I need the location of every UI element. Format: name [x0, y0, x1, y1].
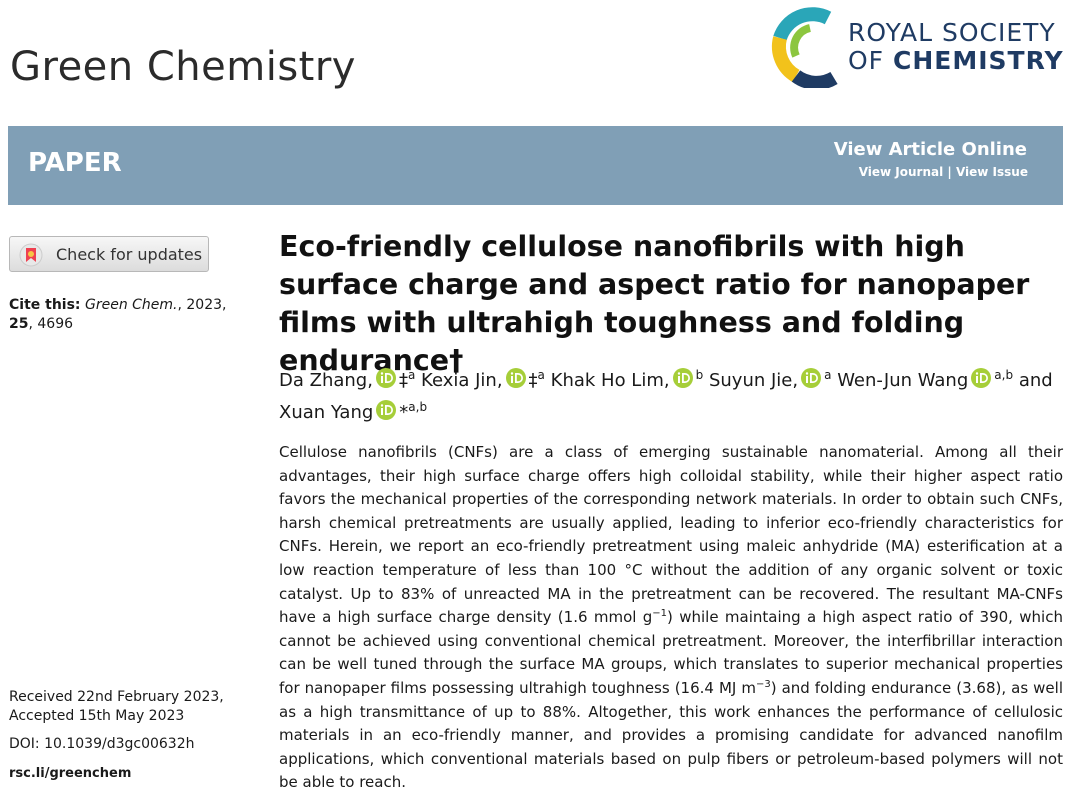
orcid-d [980, 373, 989, 383]
abstract-text: Cellulose nanofibrils (CNFs) are a class… [279, 443, 1063, 627]
author-name[interactable]: Da Zhang, [279, 370, 373, 391]
view-journal-link[interactable]: View Journal [858, 165, 944, 179]
journal-url[interactable]: rsc.li/greenchem [9, 766, 132, 781]
authors: Da Zhang, ‡a Kexia Jin, ‡a Khak Ho Lim, b S… [279, 362, 1069, 426]
check-updates-label: Check for updates [56, 245, 203, 264]
banner: PAPER View Article Online View Journal |… [8, 126, 1063, 205]
orcid-i [976, 376, 979, 383]
logo-arc [790, 24, 812, 58]
article-type: PAPER [28, 148, 122, 178]
author-marker: ‡ [398, 370, 408, 391]
publisher-text: OF [848, 46, 885, 75]
orcid-dot [380, 372, 384, 375]
orcid-icon[interactable] [376, 400, 397, 420]
abstract: Cellulose nanofibrils (CNFs) are a class… [279, 441, 1063, 795]
orcid-d [514, 373, 523, 383]
article-title: Eco-friendly cellulose nanofibrils with … [279, 230, 1030, 377]
received-date: Received 22nd February 2023, [9, 689, 224, 705]
orcid-dot [976, 372, 979, 375]
cite-journal: Green Chem. [84, 297, 178, 313]
orcid-i [806, 376, 809, 383]
publisher-text: CHEMISTRY [893, 46, 1064, 75]
article-meta: Received 22nd February 2023, Accepted 15… [9, 688, 249, 754]
orcid-d [681, 373, 690, 383]
journal-name: Green Chemistry [10, 44, 356, 90]
author-marker: ‡ [528, 370, 538, 391]
separator: | [947, 165, 952, 179]
author-marker: * [399, 402, 409, 423]
affiliation: a,b [408, 400, 428, 414]
abstract-superscript: −3 [755, 678, 771, 690]
orcid-dot [381, 404, 384, 407]
abstract-text: ) while maintaing a high aspect ratio of… [279, 608, 1063, 697]
publisher-line: ROYAL SOCIETY [848, 18, 1056, 47]
author-name[interactable]: Suyun Jie, [708, 370, 799, 391]
affiliation: b [695, 368, 704, 382]
icon-dot [28, 251, 34, 257]
cite-label: Cite this: [9, 297, 81, 313]
check-updates-button[interactable]: Check for updates [9, 236, 209, 272]
orcid-icon[interactable] [801, 368, 822, 388]
cite-volume: 25 [9, 316, 29, 332]
orcid-i [510, 376, 513, 383]
orcid-icon[interactable] [505, 368, 526, 388]
orcid-icon[interactable] [971, 368, 992, 388]
orcid-d [385, 405, 394, 415]
orcid-d [384, 373, 393, 383]
accepted-date: Accepted 15th May 2023 [9, 708, 185, 724]
view-issue-link[interactable]: View Issue [955, 165, 1028, 179]
rsc-logo [771, 7, 838, 88]
orcid-icon[interactable] [375, 368, 396, 388]
orcid-icon[interactable] [672, 368, 693, 388]
abstract-text: ) and folding endurance (3.68), as well … [279, 678, 1063, 792]
cite-year: , 2023, [177, 297, 227, 313]
check-icon [19, 243, 43, 267]
orcid-i [380, 376, 383, 383]
affiliation: a [824, 368, 832, 382]
author-name[interactable]: Khak Ho Lim, [550, 370, 670, 391]
orcid-i [677, 376, 680, 383]
affiliation: a [407, 368, 416, 382]
publisher-line: OF CHEMISTRY [848, 46, 1064, 75]
orcid-d [810, 373, 819, 383]
logo-arc [771, 36, 800, 83]
orcid-dot [677, 372, 680, 375]
cite-pages: , 4696 [28, 316, 74, 332]
affiliation: a,b [994, 368, 1014, 382]
author-name[interactable]: Xuan Yang [279, 402, 374, 423]
logo-arc [773, 7, 832, 41]
author-conjunction: and [1018, 370, 1053, 391]
orcid-dot [510, 372, 513, 375]
logo-arc [791, 70, 838, 88]
author-name[interactable]: Kexia Jin, [421, 370, 503, 391]
orcid-i [381, 408, 384, 415]
author-name[interactable]: Wen-Jun Wang [837, 370, 969, 391]
doi: DOI: 10.1039/d3gc00632h [9, 736, 195, 752]
banner-links: View Journal | View Issue [859, 165, 1028, 179]
affiliation: a [537, 368, 545, 382]
abstract-superscript: −1 [652, 608, 668, 620]
view-online-link[interactable]: View Article Online [833, 139, 1027, 160]
orcid-dot [805, 372, 809, 375]
citation: Cite this: Green Chem., 2023, 25, 4696 [9, 296, 249, 334]
